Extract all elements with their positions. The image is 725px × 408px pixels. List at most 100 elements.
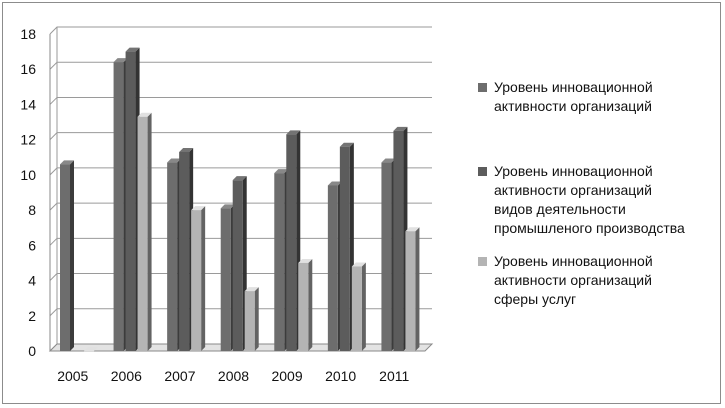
bar-side	[361, 262, 366, 351]
y-tick-label: 0	[28, 343, 36, 359]
y-tick-label: 12	[20, 132, 36, 148]
bar-top	[232, 176, 247, 181]
bar-2011-series-2	[393, 126, 408, 351]
bars	[60, 47, 420, 352]
bar-2008-series-1	[220, 204, 235, 351]
bar-top	[327, 181, 342, 186]
y-tick-label: 18	[20, 26, 36, 42]
gridline	[49, 61, 432, 70]
bar-front	[191, 210, 202, 351]
bar-front	[167, 162, 178, 351]
bar-2007-series-2	[179, 147, 194, 351]
bar-front	[232, 180, 243, 351]
bar-front	[339, 146, 350, 351]
bar-top	[286, 130, 301, 135]
legend-swatch-series-3	[478, 257, 487, 266]
legend-label-line: видов деятельности	[494, 201, 626, 217]
gridline	[49, 167, 432, 176]
chart-legend: Уровень инновационной активности организ…	[478, 78, 718, 309]
y-tick-label: 8	[28, 202, 36, 218]
bar-front	[298, 262, 309, 351]
gridline	[49, 26, 432, 35]
bar-front	[405, 231, 416, 351]
x-tick-label: 2010	[325, 368, 356, 384]
bar-front	[244, 291, 255, 351]
bar-front	[220, 208, 231, 351]
legend-swatch-series-2	[478, 167, 487, 176]
legend-label-line: Уровень инновационной	[494, 79, 653, 95]
y-tick-label: 14	[20, 96, 36, 112]
x-tick-label: 2009	[271, 368, 302, 384]
gridline	[49, 132, 432, 141]
y-tick-label: 10	[20, 167, 36, 183]
bar-front	[113, 62, 124, 352]
bar-top	[60, 160, 74, 165]
bar-2010-series-1	[327, 181, 342, 351]
bar-2005-series-1	[60, 160, 74, 351]
bar-front	[351, 266, 362, 351]
bar-2006-series-1	[113, 58, 128, 352]
bar-front	[125, 51, 136, 351]
bar-front	[60, 164, 70, 351]
bar-top	[274, 169, 289, 174]
bar-top	[84, 347, 98, 351]
bar-2011-series-1	[381, 158, 396, 351]
x-tick-label: 2008	[218, 368, 249, 384]
bar-front	[179, 151, 190, 351]
bar-2009-series-3	[298, 258, 313, 351]
bar-top	[125, 47, 140, 52]
bar-top	[351, 262, 366, 267]
legend-label-line: Уровень инновационной	[494, 253, 653, 269]
bar-top	[113, 58, 128, 63]
bar-side	[308, 258, 313, 351]
x-tick-label: 2007	[164, 368, 195, 384]
y-tick-label: 4	[28, 273, 36, 289]
legend-label-line: активности организаций	[494, 182, 652, 198]
bar-top	[381, 158, 396, 163]
x-axis-tick-labels: 2005 2006 2007 2008 2009 2010 2011	[57, 368, 409, 384]
bar-chart: 0 2 4 6 8 10 12 14 16 18 2005 2006 2007 2008 2009 2010…	[20, 26, 434, 384]
bar-top	[339, 142, 354, 147]
y-axis-tick-labels: 0 2 4 6 8 10 12 14 16 18	[20, 26, 36, 359]
bar-2008-series-2	[232, 176, 247, 351]
legend-item-series-2: Уровень инновационной активности организ…	[478, 162, 718, 238]
gridline	[49, 96, 432, 105]
bar-top	[191, 206, 206, 211]
bar-front	[84, 351, 94, 352]
bar-top	[137, 112, 152, 117]
bar-2007-series-1	[167, 158, 182, 351]
bar-2006-series-2	[125, 47, 140, 351]
bar-2009-series-2	[286, 130, 301, 351]
bar-top	[220, 204, 235, 209]
bar-front	[274, 173, 285, 351]
bar-front	[381, 162, 392, 351]
legend-label-line: промышленого производства	[494, 220, 685, 236]
bar-2011-series-3	[405, 227, 420, 351]
bar-2008-series-3	[244, 287, 259, 351]
bar-2010-series-3	[351, 262, 366, 351]
legend-swatch-series-1	[478, 83, 487, 92]
bar-2009-series-1	[274, 169, 289, 351]
legend-label-line: активности организаций	[494, 98, 652, 114]
bar-front	[393, 130, 404, 351]
x-tick-label: 2005	[57, 368, 88, 384]
y-tick-label: 6	[28, 237, 36, 253]
bar-side	[415, 227, 420, 351]
bar-2010-series-2	[339, 142, 354, 351]
y-tick-label: 16	[20, 61, 36, 77]
bar-top	[244, 287, 259, 292]
bar-2007-series-3	[191, 206, 206, 351]
bar-top	[298, 258, 313, 263]
legend-item-series-3: Уровень инновационной активности организ…	[478, 252, 718, 309]
bar-side	[70, 160, 74, 351]
x-tick-label: 2011	[379, 368, 409, 384]
bar-side	[147, 112, 152, 352]
bar-2006-series-3	[137, 112, 152, 352]
bar-front	[327, 185, 338, 351]
bar-side	[254, 287, 259, 351]
bar-top	[405, 227, 420, 232]
bar-top	[167, 158, 182, 163]
legend-label-line: Уровень инновационной	[494, 163, 653, 179]
bar-top	[393, 126, 408, 131]
bar-front	[137, 116, 148, 352]
